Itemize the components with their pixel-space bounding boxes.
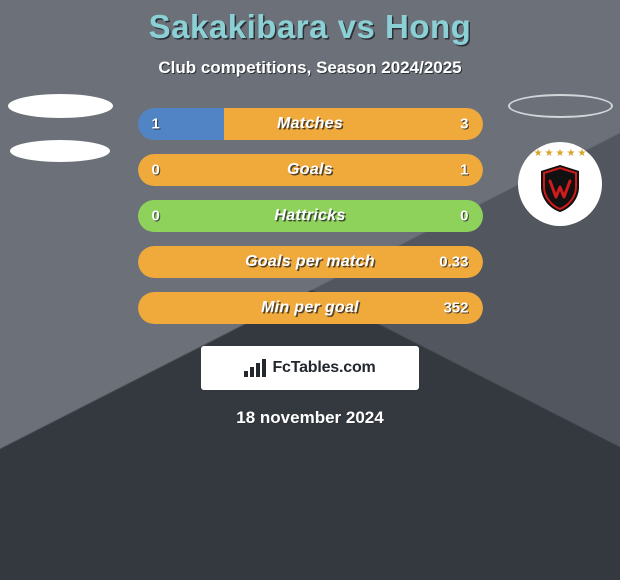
stat-bar-row: 0.33 Goals per match	[138, 246, 483, 278]
stat-bar-row: 352 Min per goal	[138, 292, 483, 324]
stat-right-value: 352	[443, 300, 468, 317]
stat-bars-column: 1 3 Matches 0 1 Goals 0 0 Hattricks 0.33 Goals per…	[138, 108, 483, 324]
right-player-avatar-stack: ★ ★ ★ ★ ★	[500, 94, 620, 226]
stat-bar-row: 1 3 Matches	[138, 108, 483, 140]
stat-right-value: 3	[460, 116, 468, 133]
placeholder-ellipse-outline	[508, 94, 613, 118]
stat-bar-right-fill	[224, 108, 483, 140]
badge-stars: ★ ★ ★ ★ ★	[534, 148, 587, 159]
comparison-subtitle: Club competitions, Season 2024/2025	[158, 58, 461, 78]
stat-bar-row: 0 0 Hattricks	[138, 200, 483, 232]
stat-bar-left-fill	[138, 108, 224, 140]
stat-left-value: 1	[152, 116, 160, 133]
stat-bar-row: 0 1 Goals	[138, 154, 483, 186]
fctables-watermark: FcTables.com	[201, 346, 419, 390]
star-icon: ★	[556, 148, 565, 159]
placeholder-ellipse	[8, 94, 113, 118]
club-badge: ★ ★ ★ ★ ★	[518, 142, 602, 226]
snapshot-date: 18 november 2024	[236, 408, 383, 428]
stat-right-value: 0	[460, 208, 468, 225]
star-icon: ★	[566, 148, 575, 159]
comparison-main: 1 3 Matches 0 1 Goals 0 0 Hattricks 0.33 Goals per…	[0, 108, 620, 324]
fctables-label: FcTables.com	[272, 359, 375, 377]
stat-label: Hattricks	[274, 207, 345, 225]
stat-label: Min per goal	[261, 299, 359, 317]
stat-label: Goals per match	[245, 253, 375, 271]
stat-left-value: 0	[152, 208, 160, 225]
left-player-avatar-stack	[0, 94, 120, 162]
placeholder-ellipse	[10, 140, 110, 162]
stat-right-value: 0.33	[439, 254, 468, 271]
stat-label: Matches	[277, 115, 343, 133]
star-icon: ★	[534, 148, 543, 159]
stat-label: Goals	[287, 161, 333, 179]
stat-right-value: 1	[460, 162, 468, 179]
comparison-title: Sakakibara vs Hong	[149, 8, 472, 46]
bar-chart-icon	[244, 359, 266, 377]
star-icon: ★	[545, 148, 554, 159]
star-icon: ★	[577, 148, 586, 159]
stat-left-value: 0	[152, 162, 160, 179]
shield-icon	[537, 163, 583, 213]
